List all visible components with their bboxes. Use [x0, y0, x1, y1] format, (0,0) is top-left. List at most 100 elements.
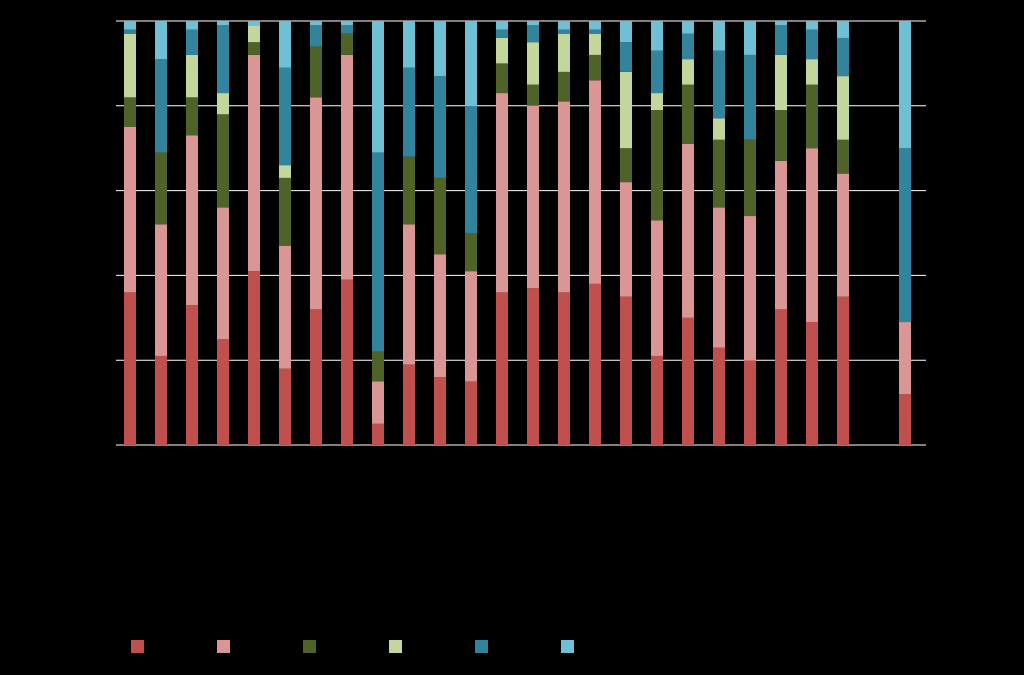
bar-segment-15-series-6: [558, 21, 570, 30]
bar-segment-5-series-1: [248, 271, 260, 445]
bar-segment-21-series-5: [744, 54, 756, 140]
bar-segment-22-series-4: [775, 54, 787, 111]
bar-stack-2: [155, 21, 167, 445]
bar-segment-25-series-1: [899, 394, 911, 445]
bar-segment-13-series-3: [496, 63, 508, 94]
bar-segment-23-series-5: [806, 29, 818, 60]
bar-stack-24: [837, 21, 849, 445]
bar-segment-8-series-5: [341, 25, 353, 34]
bar-segment-24-series-1: [837, 296, 849, 445]
bar-segment-7-series-6: [310, 21, 322, 26]
bar-segment-3-series-2: [186, 135, 198, 306]
bar-segment-2-series-3: [155, 152, 167, 225]
bar-segment-16-series-5: [589, 29, 601, 34]
bar-segment-17-series-2: [620, 182, 632, 297]
bar-segment-14-series-2: [527, 105, 539, 289]
bar-segment-23-series-1: [806, 322, 818, 445]
bar-segment-17-series-1: [620, 296, 632, 445]
bar-stack-13: [496, 21, 508, 445]
bar-segment-13-series-5: [496, 29, 508, 38]
bar-segment-16-series-4: [589, 33, 601, 55]
bar-segment-15-series-3: [558, 71, 570, 102]
bar-segment-23-series-2: [806, 148, 818, 323]
legend-swatch-4: [389, 640, 402, 653]
bar-segment-10-series-3: [403, 156, 415, 225]
bar-segment-8-series-6: [341, 21, 353, 26]
bar-segment-17-series-3: [620, 148, 632, 183]
bar-segment-8-series-3: [341, 33, 353, 55]
bar-segment-14-series-6: [527, 21, 539, 26]
bar-segment-14-series-1: [527, 288, 539, 445]
bar-segment-1-series-3: [124, 97, 136, 127]
bar-segment-21-series-2: [744, 216, 756, 361]
legend-swatch-5: [475, 640, 488, 653]
bar-segment-11-series-5: [434, 76, 446, 178]
bar-segment-20-series-6: [713, 21, 725, 51]
bar-stack-12: [465, 21, 477, 445]
legend-swatch-1: [131, 640, 144, 653]
bar-segment-24-series-2: [837, 173, 849, 297]
bar-segment-18-series-4: [651, 93, 663, 111]
bar-segment-3-series-5: [186, 29, 198, 55]
bar-stack-16: [589, 21, 601, 445]
bar-stack-8: [341, 21, 353, 445]
bar-segment-3-series-4: [186, 54, 198, 98]
bar-segment-24-series-6: [837, 21, 849, 38]
bar-segment-5-series-3: [248, 42, 260, 55]
bar-segment-24-series-4: [837, 76, 849, 140]
bar-segment-22-series-2: [775, 160, 787, 310]
bar-segment-19-series-1: [682, 317, 694, 445]
bar-segment-19-series-5: [682, 33, 694, 60]
bar-segment-12-series-6: [465, 21, 477, 106]
bar-segment-7-series-2: [310, 97, 322, 310]
bar-segment-1-series-6: [124, 21, 136, 30]
bar-segment-22-series-6: [775, 21, 787, 26]
bar-segment-23-series-3: [806, 84, 818, 149]
bar-segment-1-series-2: [124, 127, 136, 293]
bar-segment-24-series-3: [837, 139, 849, 174]
bar-segment-14-series-3: [527, 84, 539, 106]
bar-segment-15-series-4: [558, 33, 570, 72]
bar-segment-17-series-5: [620, 42, 632, 72]
legend: [131, 640, 574, 653]
bar-segment-6-series-6: [279, 21, 291, 68]
bar-segment-4-series-5: [217, 25, 229, 94]
bar-stack-4: [217, 21, 229, 445]
bar-stack-10: [403, 21, 415, 445]
bar-segment-11-series-3: [434, 177, 446, 255]
legend-swatch-2: [217, 640, 230, 653]
bar-stack-23: [806, 21, 818, 445]
bar-segment-16-series-1: [589, 283, 601, 445]
bar-segment-20-series-1: [713, 347, 725, 445]
bar-segment-23-series-6: [806, 21, 818, 30]
bar-segment-25-series-6: [899, 21, 911, 149]
bar-segment-10-series-2: [403, 224, 415, 365]
bar-segment-4-series-1: [217, 339, 229, 445]
bar-stack-7: [310, 21, 322, 445]
bar-segment-11-series-2: [434, 254, 446, 378]
bar-segment-8-series-1: [341, 279, 353, 445]
bar-segment-5-series-4: [248, 25, 260, 43]
bar-segment-6-series-4: [279, 165, 291, 178]
bar-segment-21-series-6: [744, 21, 756, 55]
bar-stack-3: [186, 21, 198, 445]
bar-segment-12-series-3: [465, 233, 477, 272]
bar-segment-15-series-5: [558, 29, 570, 34]
bar-segment-22-series-1: [775, 309, 787, 445]
bar-segment-18-series-5: [651, 50, 663, 94]
bar-segment-16-series-6: [589, 21, 601, 30]
bar-segment-7-series-1: [310, 309, 322, 445]
bar-segment-2-series-2: [155, 224, 167, 356]
bar-segment-15-series-1: [558, 292, 570, 445]
bar-stack-19: [682, 21, 694, 445]
bar-segment-19-series-4: [682, 59, 694, 85]
bar-segment-16-series-2: [589, 80, 601, 284]
bar-segment-9-series-3: [372, 351, 384, 382]
bar-segment-20-series-5: [713, 50, 725, 119]
bar-stack-25: [899, 21, 911, 445]
bar-segment-13-series-4: [496, 37, 508, 64]
bar-stack-14: [527, 21, 539, 445]
bar-segment-6-series-3: [279, 177, 291, 246]
bar-segment-18-series-6: [651, 21, 663, 51]
